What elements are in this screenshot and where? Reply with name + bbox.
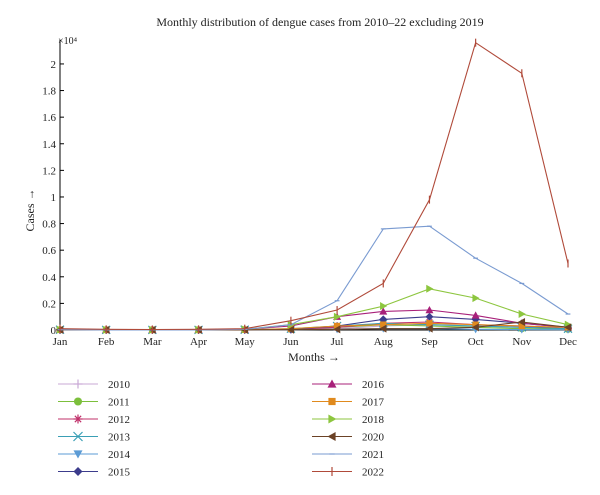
y-tick-label: 0: [51, 325, 57, 337]
x-tick-label: Apr: [190, 336, 207, 348]
x-tick-label: Oct: [468, 336, 484, 348]
x-tick-label: Jul: [331, 336, 344, 348]
series-line-2022: [59, 41, 569, 331]
legend-label: 2018: [362, 414, 385, 426]
x-tick-label: Feb: [98, 336, 115, 348]
data-point-2017: [518, 322, 526, 330]
data-point-2017: [426, 320, 433, 327]
legend-marker-2014: [73, 450, 83, 459]
data-point-2020: [379, 324, 387, 333]
legend-label: 2017: [362, 397, 385, 409]
legend-label: 2012: [108, 414, 130, 426]
x-tick-label: Mar: [143, 336, 162, 348]
legend-item-2016: 2016: [312, 379, 385, 391]
legend-label: 2022: [362, 467, 384, 479]
legend-label: 2014: [108, 449, 131, 461]
legend: 2010 2011 2012 2013 2014 2015 2016 2017 2018 2020…: [58, 379, 385, 479]
data-point-2016: [471, 311, 480, 319]
data-point-2020: [517, 318, 526, 327]
y-tick-label: 1.4: [42, 139, 56, 151]
legend-item-2014: 2014: [58, 449, 131, 461]
x-tick-label: Dec: [559, 336, 577, 348]
series-2021: [57, 225, 571, 331]
y-tick-label: 1.8: [42, 86, 56, 98]
y-tick-label: 2: [51, 59, 57, 71]
chart-title: Monthly distribution of dengue cases fro…: [156, 15, 483, 29]
series-line-2018: [59, 288, 569, 331]
y-tick-label: 0.2: [42, 298, 56, 310]
tick-labels: 0 0.2 0.4 0.6 0.8 1 1.2 1.4 1.6 1.8 2 Jan Feb Mar Apr M…: [42, 59, 577, 348]
y-axis-label: Cases →: [23, 189, 37, 232]
data-point-2020: [425, 324, 433, 333]
legend-label: 2010: [108, 379, 131, 391]
data-point-2018: [518, 310, 526, 319]
legend-item-2020: 2020: [312, 432, 385, 444]
data-point-2016: [379, 307, 388, 315]
data-point-2016: [425, 306, 434, 314]
y-tick-label: 0.4: [42, 272, 56, 284]
series-line-2021: [59, 225, 569, 331]
data-point-2017: [380, 321, 387, 328]
legend-item-2010: 2010: [58, 379, 131, 391]
legend-item-2017: 2017: [312, 397, 385, 409]
legend-label: 2021: [362, 449, 384, 461]
legend-marker-2015: [73, 467, 83, 476]
x-tick-label: Sep: [421, 336, 438, 348]
legend-marker-2012: [73, 414, 83, 424]
legend-marker-2020: [327, 432, 336, 441]
legend-marker-2017: [328, 397, 336, 406]
x-axis-label: Months →: [288, 350, 340, 364]
legend-label: 2015: [108, 467, 131, 479]
legend-marker-2013: [73, 431, 83, 442]
legend-item-2018: 2018: [312, 414, 385, 426]
x-tick-label: Nov: [512, 336, 531, 348]
legend-item-2012: 2012: [58, 414, 130, 426]
legend-item-2022: 2022: [312, 467, 384, 479]
data-point-2020: [471, 323, 479, 332]
legend-item-2015: 2015: [58, 467, 131, 479]
legend-label: 2016: [362, 379, 385, 391]
y-tick-label: 0.6: [42, 245, 56, 257]
legend-label: 2020: [362, 432, 385, 444]
legend-item-2011: 2011: [58, 397, 130, 409]
x-tick-label: Jun: [283, 336, 299, 348]
legend-marker-2018: [328, 414, 337, 424]
data-point-2020: [564, 323, 572, 332]
y-multiplier: ×10⁴: [58, 36, 78, 47]
x-tick-label: May: [235, 336, 256, 348]
legend-label: 2013: [108, 432, 131, 444]
legend-item-2021: 2021: [312, 449, 384, 461]
y-tick-label: 1: [51, 192, 57, 204]
data-point-2015: [425, 312, 434, 321]
data-point-2020: [286, 325, 295, 334]
y-tick-label: 0.8: [42, 219, 56, 231]
legend-marker-2011: [73, 397, 83, 406]
data-point-2017: [472, 321, 479, 328]
data-point-2018: [380, 302, 388, 311]
x-tick-label: Jan: [53, 336, 68, 348]
legend-marker-2010: [73, 379, 83, 389]
legend-label: 2011: [108, 397, 130, 409]
data-point-2017: [333, 322, 341, 330]
legend-marker-2016: [327, 379, 337, 388]
data-point-2015: [379, 315, 388, 324]
series-2022: [59, 38, 569, 334]
data-point-2020: [333, 325, 341, 334]
legend-item-2013: 2013: [58, 432, 131, 444]
axes: [59, 40, 568, 331]
x-tick-label: Aug: [374, 336, 393, 348]
data-point-2018: [333, 312, 342, 321]
data-point-2018: [472, 294, 480, 303]
data-point-2018: [426, 284, 434, 293]
y-tick-label: 1.2: [42, 165, 56, 177]
y-tick-label: 1.6: [42, 112, 56, 124]
series-lines: [55, 38, 573, 335]
